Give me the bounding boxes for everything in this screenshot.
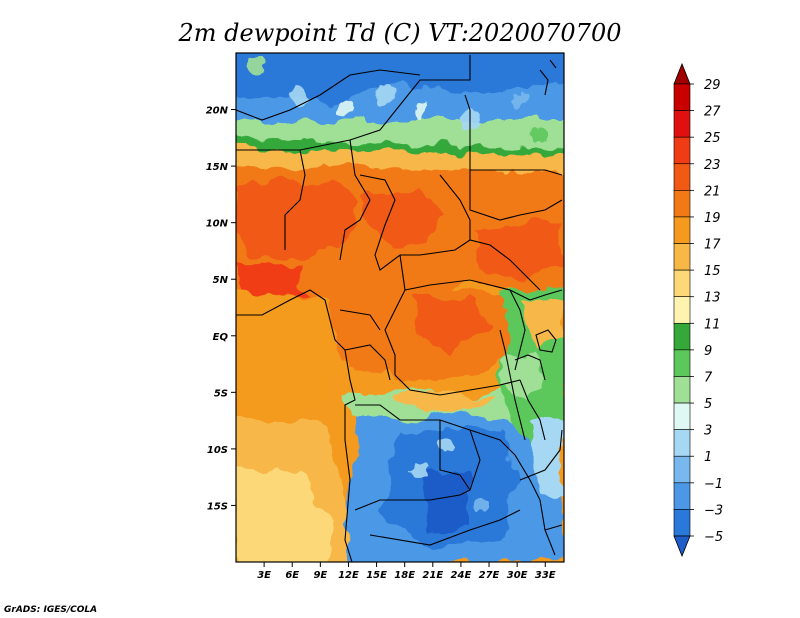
lon-tick-label: 30E (507, 570, 528, 581)
colorbar-label: 5 (704, 397, 712, 412)
lon-tick-label: 18E (394, 570, 415, 581)
lat-tick-label: 5N (213, 275, 229, 286)
colorbar-label: 23 (704, 158, 721, 173)
colorbar-segment (673, 163, 691, 191)
colorbar-segment (673, 296, 691, 324)
lon-tick-label: 3E (257, 570, 271, 581)
colorbar-segment (673, 455, 691, 484)
colorbar-segment (673, 429, 691, 457)
lon-tick-label: 9E (313, 570, 327, 581)
colorbar-label: 9 (704, 344, 712, 359)
colorbar-segment (673, 482, 691, 510)
colorbar-segment (673, 136, 691, 165)
map-frame (235, 52, 565, 563)
colorbar-segment (673, 243, 691, 271)
lat-tick-label: 10N (206, 219, 229, 230)
colorbar-label: 1 (704, 450, 712, 465)
colorbar-label: −1 (704, 477, 723, 492)
colorbar-segment (673, 322, 691, 351)
lat-tick-label: 15S (207, 501, 228, 512)
colorbar: 29 27 25 23 21 19 17 15 13 11 9 7 5 3 1 −1 −3 −5 (673, 62, 723, 558)
latitude-axis: 20N 15N 10N 5N EQ 5S 10S 15S (206, 106, 236, 512)
lon-tick-label: 12E (338, 570, 359, 581)
lat-tick-label: 20N (206, 106, 229, 117)
colorbar-label: 27 (704, 105, 721, 120)
colorbar-segment (673, 83, 691, 111)
dewpoint-field (236, 53, 564, 562)
country-borders (236, 55, 563, 562)
colorbar-segment (673, 376, 691, 404)
longitude-axis: 3E 6E 9E 12E 15E 18E 21E 24E 27E 30E 33E (257, 562, 556, 581)
colorbar-label: 17 (704, 238, 721, 253)
lat-tick-label: 15N (206, 162, 229, 173)
colorbar-label: 19 (704, 211, 721, 226)
colorbar-label: 15 (704, 264, 721, 279)
colorbar-label: 29 (704, 78, 721, 93)
colorbar-label: 11 (704, 317, 721, 332)
colorbar-bottom-cap (673, 535, 691, 558)
lat-tick-label: EQ (213, 332, 229, 343)
lon-tick-label: 21E (422, 570, 443, 581)
colorbar-segment (673, 349, 691, 377)
colorbar-label: 25 (704, 131, 721, 146)
colorbar-label: −3 (704, 503, 723, 518)
colorbar-segment (673, 216, 691, 244)
colorbar-segment (673, 402, 691, 430)
colorbar-label: 13 (704, 291, 721, 306)
lon-tick-label: 24E (451, 570, 472, 581)
lon-tick-label: 6E (285, 570, 299, 581)
colorbar-segment (673, 269, 691, 298)
colorbar-segment (673, 110, 691, 138)
lat-tick-label: 5S (214, 388, 228, 399)
lon-tick-label: 27E (479, 570, 500, 581)
colorbar-label: 3 (704, 424, 712, 439)
lon-tick-label: 33E (535, 570, 556, 581)
colorbar-label: 21 (704, 184, 721, 199)
colorbar-label: −5 (704, 530, 723, 545)
colorbar-segment (673, 190, 691, 218)
colorbar-label: 7 (704, 370, 713, 385)
lat-tick-label: 10S (207, 445, 228, 456)
colorbar-top-cap (673, 62, 691, 85)
colorbar-segment (673, 509, 691, 537)
grads-credit: GrADS: IGES/COLA (4, 605, 97, 615)
map-title: 2m dewpoint Td (C) VT:2020070700 (178, 19, 622, 47)
lon-tick-label: 15E (366, 570, 387, 581)
